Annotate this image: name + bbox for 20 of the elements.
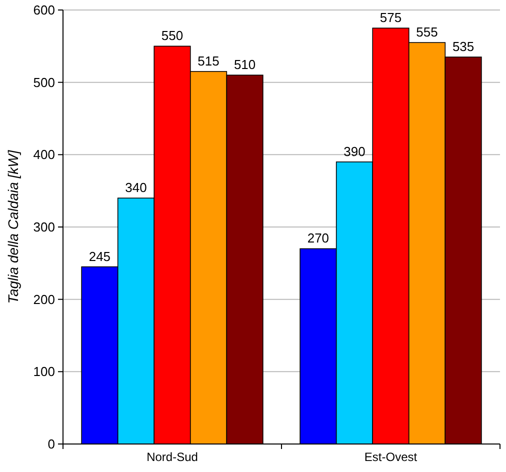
- data-label: 550: [161, 28, 184, 44]
- data-label: 340: [125, 180, 147, 196]
- data-label: 555: [416, 24, 438, 40]
- y-tick-label: 400: [33, 147, 55, 162]
- data-label: 535: [452, 39, 474, 54]
- y-tick-label: 200: [33, 292, 55, 307]
- data-label: 510: [234, 57, 256, 72]
- y-tick-label: 0: [48, 436, 55, 452]
- x-tick-label: Est-Ovest: [364, 450, 418, 464]
- data-label: 390: [344, 144, 366, 159]
- y-tick-label: 600: [33, 2, 55, 18]
- y-axis-title: Taglia della Caldaia [kW]: [5, 149, 21, 304]
- x-tick-label: Nord-Sud: [146, 450, 198, 464]
- y-tick-label: 500: [33, 74, 55, 90]
- data-label: 270: [307, 230, 330, 246]
- data-label: 515: [198, 53, 220, 68]
- data-label: 575: [380, 10, 402, 26]
- y-tick-label: 300: [33, 220, 55, 235]
- data-label: 245: [88, 248, 111, 264]
- y-tick-label: 100: [33, 364, 55, 380]
